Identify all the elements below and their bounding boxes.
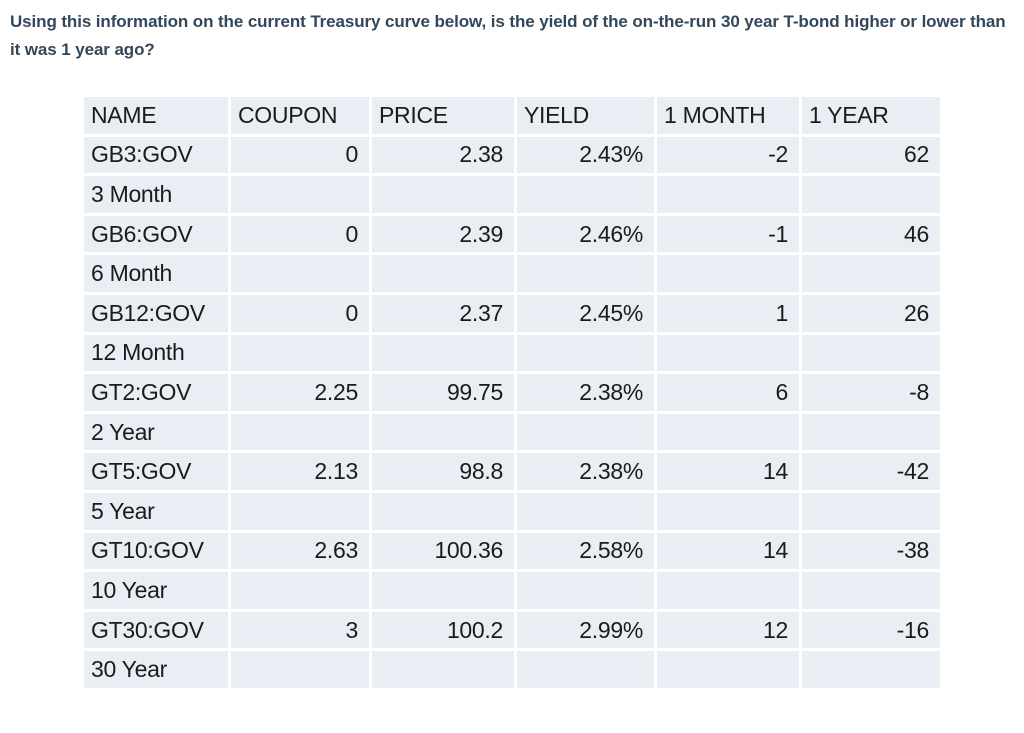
table-cell [372, 572, 514, 609]
table-cell [372, 176, 514, 213]
table-cell [802, 255, 940, 292]
table-cell [802, 334, 940, 372]
row-name-cell: 30 Year [84, 651, 228, 688]
table-cell [517, 651, 654, 688]
table-cell: 2.99% [517, 611, 654, 649]
table-cell: 1 [657, 294, 799, 332]
table-cell [802, 413, 940, 451]
table-cell: 46 [802, 215, 940, 253]
table-cell [657, 176, 799, 213]
table-cell: 2.13 [231, 453, 369, 490]
table-cell: 26 [802, 294, 940, 332]
table-cell: 62 [802, 136, 940, 174]
table-cell [657, 255, 799, 292]
table-cell: 2.37 [372, 294, 514, 332]
row-name-cell: GB6:GOV [84, 215, 228, 253]
table-cell [372, 413, 514, 451]
table-cell: 99.75 [372, 374, 514, 411]
table-cell: 2.58% [517, 532, 654, 570]
column-header: 1 YEAR [802, 97, 940, 134]
column-header: PRICE [372, 97, 514, 134]
table-cell [372, 334, 514, 372]
table-cell [517, 572, 654, 609]
row-name-cell: 12 Month [84, 334, 228, 372]
table-cell [657, 413, 799, 451]
table-cell: 2.43% [517, 136, 654, 174]
table-cell: 2.63 [231, 532, 369, 570]
table-cell: 14 [657, 532, 799, 570]
table-cell: 2.38% [517, 453, 654, 490]
column-header: NAME [84, 97, 228, 134]
table-cell: 0 [231, 136, 369, 174]
table-cell [802, 572, 940, 609]
row-name-cell: GB12:GOV [84, 294, 228, 332]
table-cell: -2 [657, 136, 799, 174]
row-name-cell: 10 Year [84, 572, 228, 609]
table-cell [802, 176, 940, 213]
question-text: Using this information on the current Tr… [10, 12, 1006, 60]
table-cell [231, 334, 369, 372]
table-cell: 3 [231, 611, 369, 649]
row-name-cell: 6 Month [84, 255, 228, 292]
table-cell [231, 176, 369, 213]
row-name-cell: GT2:GOV [84, 374, 228, 411]
table-cell: 100.36 [372, 532, 514, 570]
row-name-cell: GT5:GOV [84, 453, 228, 490]
table-cell: 14 [657, 453, 799, 490]
row-name-cell: GB3:GOV [84, 136, 228, 174]
table-cell: 2.25 [231, 374, 369, 411]
table-cell: 100.2 [372, 611, 514, 649]
table-cell [517, 413, 654, 451]
row-name-cell: GT10:GOV [84, 532, 228, 570]
table-cell [231, 255, 369, 292]
table-cell [231, 492, 369, 530]
treasury-table: NAME COUPON PRICE YIELD 1 MONTH 1 YEAR GB3:GOV… [84, 97, 940, 688]
table-cell [802, 651, 940, 688]
table-cell: 6 [657, 374, 799, 411]
table-cell: 0 [231, 294, 369, 332]
table-cell [517, 334, 654, 372]
table-cell: 2.45% [517, 294, 654, 332]
table-cell: 2.39 [372, 215, 514, 253]
table-cell [231, 651, 369, 688]
table-cell [231, 572, 369, 609]
row-name-cell: 5 Year [84, 492, 228, 530]
table-cell: -1 [657, 215, 799, 253]
table-cell [657, 572, 799, 609]
row-name-cell: 2 Year [84, 413, 228, 451]
table-cell: 2.38% [517, 374, 654, 411]
table-cell [372, 255, 514, 292]
table-cell [657, 334, 799, 372]
table-cell [231, 413, 369, 451]
table-cell: 0 [231, 215, 369, 253]
table-cell [517, 176, 654, 213]
table-cell: -38 [802, 532, 940, 570]
table-cell [372, 651, 514, 688]
table-cell: 12 [657, 611, 799, 649]
table-cell: 98.8 [372, 453, 514, 490]
table-cell: 2.46% [517, 215, 654, 253]
table-cell [657, 651, 799, 688]
column-header: YIELD [517, 97, 654, 134]
table-cell: 2.38 [372, 136, 514, 174]
table-cell: -42 [802, 453, 940, 490]
row-name-cell: 3 Month [84, 176, 228, 213]
table-cell [517, 492, 654, 530]
table-cell [517, 255, 654, 292]
row-name-cell: GT30:GOV [84, 611, 228, 649]
table-cell: -16 [802, 611, 940, 649]
column-header: COUPON [231, 97, 369, 134]
column-header: 1 MONTH [657, 97, 799, 134]
table-cell [657, 492, 799, 530]
table-cell: -8 [802, 374, 940, 411]
table-cell [372, 492, 514, 530]
table-cell [802, 492, 940, 530]
